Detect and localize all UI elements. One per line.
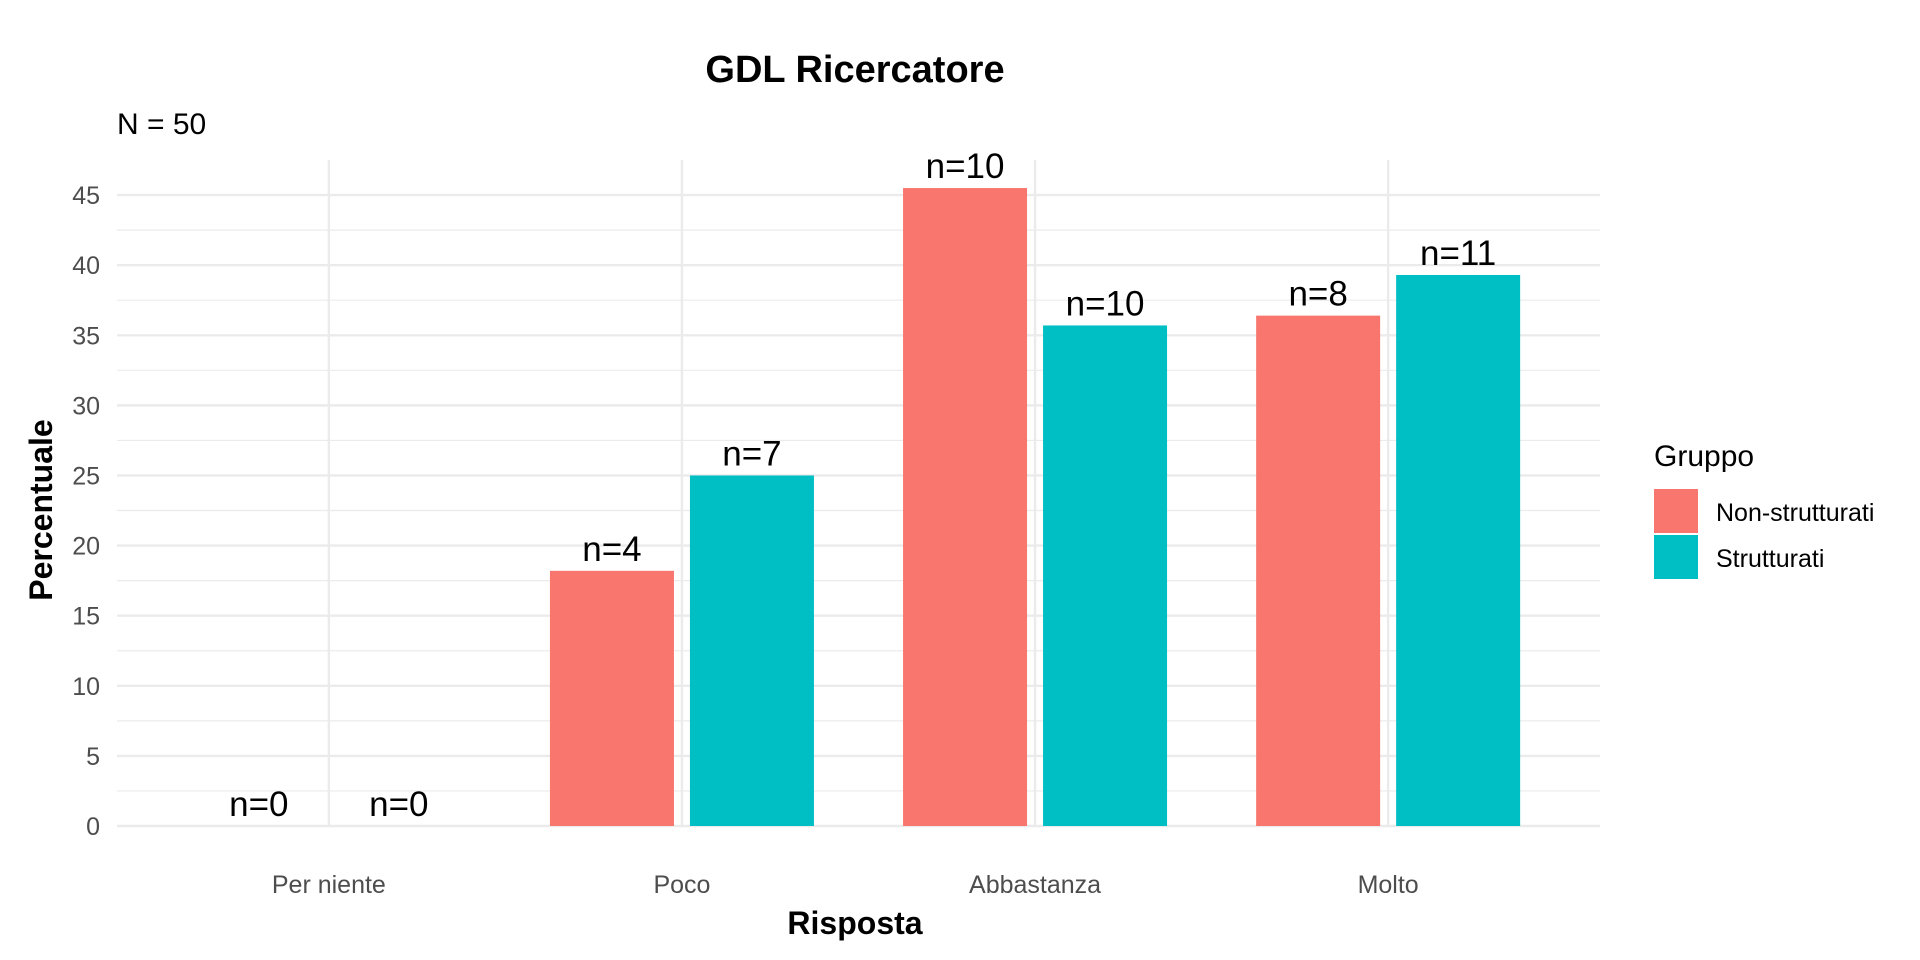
y-tick-label: 10: [72, 673, 100, 701]
bar-value-label: n=4: [582, 530, 641, 569]
y-axis-title: Percentuale: [23, 419, 59, 600]
y-tick-label: 35: [72, 322, 100, 350]
legend-label-strutturati: Strutturati: [1716, 545, 1824, 573]
y-tick-label: 5: [86, 743, 100, 771]
bar: [1396, 274, 1521, 826]
y-tick-label: 40: [72, 252, 100, 280]
y-axis-ticks: 0 5 10 15 20 25 30 35 40 45: [72, 182, 100, 841]
legend: Gruppo Non-strutturati Strutturati: [1654, 440, 1874, 579]
x-tick-label: Abbastanza: [969, 871, 1101, 899]
bar-value-label: n=0: [369, 785, 428, 824]
legend-swatch-non-strutturati: [1654, 489, 1698, 533]
bars: [549, 188, 1521, 826]
legend-label-non-strutturati: Non-strutturati: [1716, 499, 1874, 527]
legend-swatch-strutturati: [1654, 535, 1698, 579]
bar: [1043, 325, 1168, 826]
bar: [549, 570, 674, 826]
bar-labels: n=0 n=4 n=10 n=8 n=0 n=7 n=10 n=11: [229, 147, 1496, 824]
legend-title: Gruppo: [1654, 440, 1754, 473]
chart-subtitle: N = 50: [117, 108, 206, 141]
bar: [903, 188, 1028, 826]
x-tick-label: Molto: [1358, 871, 1419, 899]
bar-value-label: n=10: [1066, 284, 1145, 323]
x-tick-label: Per niente: [272, 871, 386, 899]
y-tick-label: 0: [86, 813, 100, 841]
bar-value-label: n=10: [926, 147, 1005, 186]
x-axis-title: Risposta: [787, 905, 922, 941]
chart-title: GDL Ricercatore: [705, 49, 1004, 91]
y-tick-label: 15: [72, 603, 100, 631]
y-tick-label: 20: [72, 533, 100, 561]
y-tick-label: 45: [72, 182, 100, 210]
bar-value-label: n=8: [1288, 275, 1347, 314]
bar-value-label: n=7: [722, 434, 781, 473]
y-tick-label: 30: [72, 392, 100, 420]
bar-value-label: n=11: [1420, 234, 1496, 273]
y-tick-label: 25: [72, 462, 100, 490]
bar: [689, 475, 814, 826]
bar-value-label: n=0: [229, 785, 288, 824]
bar: [1256, 315, 1381, 826]
x-tick-label: Poco: [653, 871, 710, 899]
x-axis-ticks: Per niente Poco Abbastanza Molto: [272, 871, 1419, 899]
